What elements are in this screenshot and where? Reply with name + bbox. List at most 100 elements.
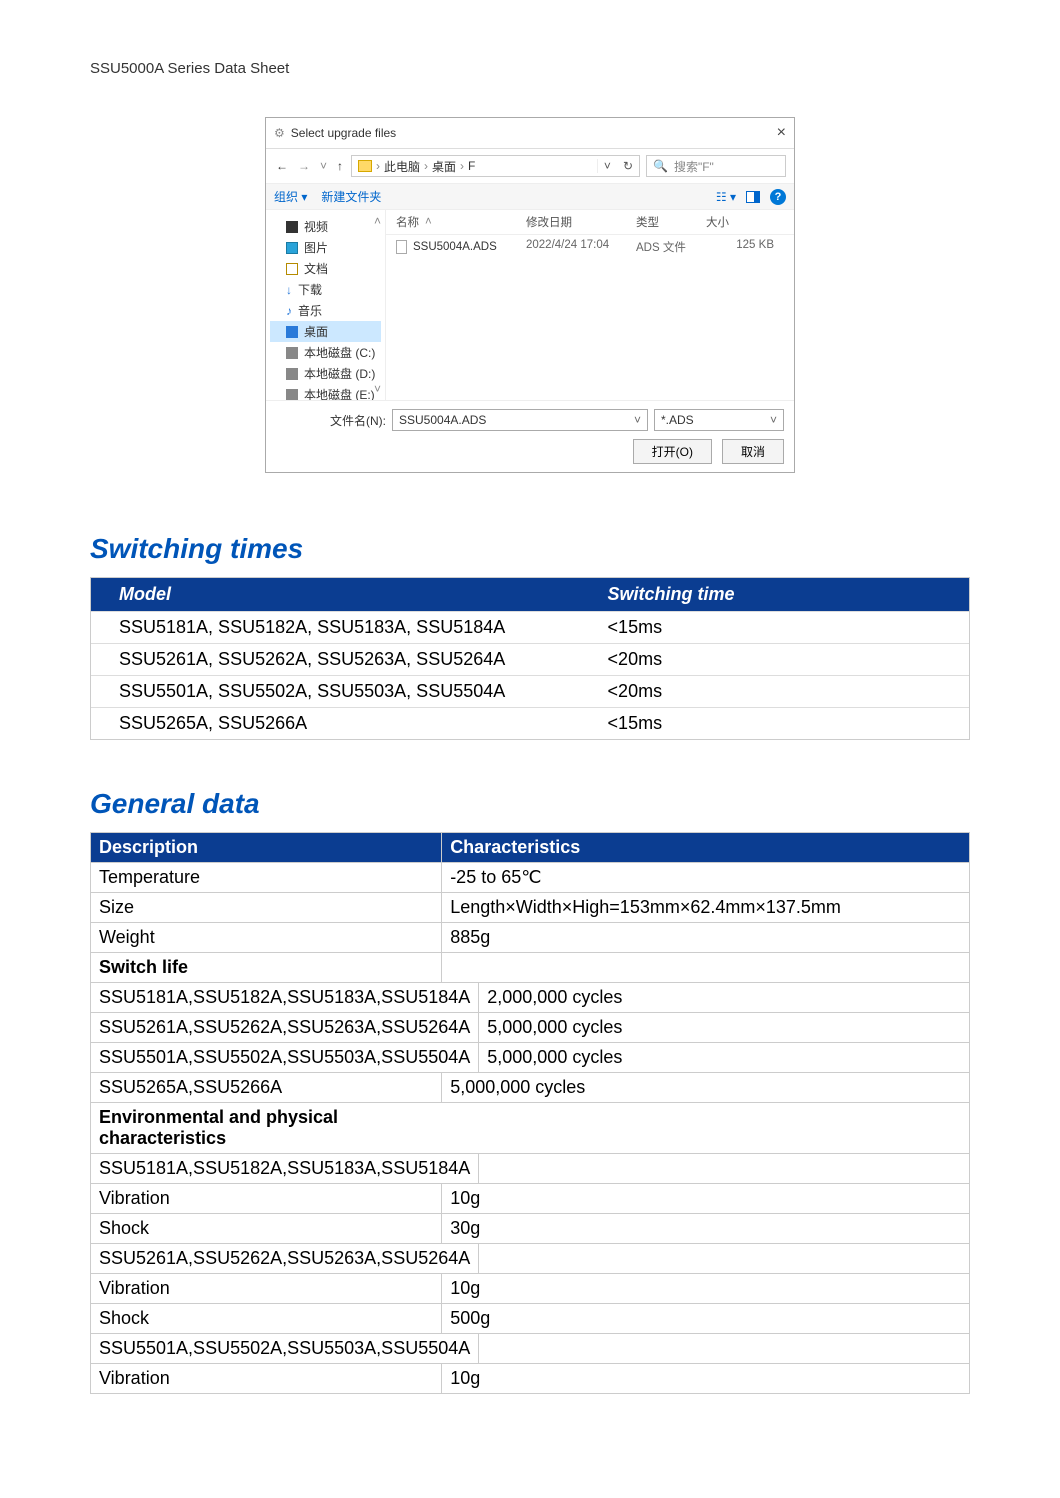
search-input[interactable]: 🔍 搜索"F" (646, 155, 786, 177)
switching-table: Model Switching time SSU5181A, SSU5182A,… (90, 577, 970, 740)
cell-char: 10g (442, 1364, 969, 1393)
file-date: 2022/4/24 17:04 (526, 239, 636, 255)
crumb-part[interactable]: 此电脑 (384, 158, 420, 175)
sidebar-item[interactable]: 图片 (270, 237, 381, 258)
cell-char: 5,000,000 cycles (479, 1013, 969, 1042)
search-placeholder: 搜索"F" (674, 158, 714, 175)
preview-pane-icon[interactable] (746, 191, 760, 203)
table-row: SSU5265A,SSU5266A5,000,000 cycles (91, 1072, 969, 1102)
sidebar-item-label: 文档 (304, 260, 328, 277)
file-row[interactable]: SSU5004A.ADS2022/4/24 17:04ADS 文件125 KB (386, 235, 794, 259)
table-row: Vibration10g (91, 1273, 969, 1303)
cell-desc: SSU5501A,SSU5502A,SSU5503A,SSU5504A (91, 1334, 479, 1363)
sidebar-item[interactable]: 本地磁盘 (D:) (270, 363, 381, 384)
table-row: SSU5501A, SSU5502A, SSU5503A, SSU5504A<2… (91, 675, 969, 707)
sidebar-item[interactable]: 文档 (270, 258, 381, 279)
cell-desc: Size (91, 893, 442, 922)
chevron-down-icon[interactable]: ˅ (597, 159, 617, 173)
dialog-titlebar: ⚙ Select upgrade files × (266, 118, 794, 149)
col-date[interactable]: 修改日期 (526, 214, 636, 230)
breadcrumb[interactable]: › 此电脑 › 桌面 › F ˅ ↻ (351, 155, 640, 177)
table-row: Shock30g (91, 1213, 969, 1243)
cell-desc: SSU5261A,SSU5262A,SSU5263A,SSU5264A (91, 1013, 479, 1042)
file-icon (396, 240, 407, 254)
cell-char: 885g (442, 923, 969, 952)
cell-char (479, 1244, 969, 1273)
crumb-part[interactable]: F (468, 159, 475, 173)
filter-select[interactable]: *.ADS˅ (654, 409, 784, 431)
crumb-part[interactable]: 桌面 (432, 158, 456, 175)
sidebar-item[interactable]: 本地磁盘 (E:) (270, 384, 381, 400)
new-folder-button[interactable]: 新建文件夹 (321, 188, 381, 205)
cell-time: <15ms (548, 612, 969, 643)
section-title-switching: Switching times (90, 533, 970, 565)
sidebar-item[interactable]: 桌面 (270, 321, 381, 342)
cancel-button[interactable]: 取消 (722, 439, 784, 464)
th-description: Description (91, 833, 442, 862)
file-dialog: ⚙ Select upgrade files × ← → ˅ ↑ › 此电脑 ›… (265, 117, 795, 473)
cell-desc: Shock (91, 1214, 442, 1243)
sidebar-item[interactable]: 本地磁盘 (C:) (270, 342, 381, 363)
sidebar: ˄ 视频图片文档 ↓下载♪音乐桌面本地磁盘 (C:) 本地磁盘 (D:) 本地磁盘 (… (266, 210, 386, 400)
table-row: SSU5501A,SSU5502A,SSU5503A,SSU5504A (91, 1333, 969, 1363)
open-button[interactable]: 打开(O) (633, 439, 712, 464)
table-row: Switch life (91, 952, 969, 982)
folder-icon (358, 160, 372, 172)
cell-desc: Weight (91, 923, 442, 952)
video-icon (286, 221, 298, 233)
cell-desc: Environmental and physical characteristi… (91, 1103, 442, 1153)
search-icon: 🔍 (653, 159, 668, 173)
cell-char: 500g (442, 1304, 969, 1333)
sidebar-item-label: 下载 (298, 281, 322, 298)
sidebar-item-label: 本地磁盘 (D:) (304, 365, 375, 382)
sidebar-item-label: 视频 (304, 218, 328, 235)
section-title-general: General data (90, 788, 970, 820)
th-model: Model (91, 578, 548, 611)
cell-time: <20ms (548, 676, 969, 707)
cell-char: 2,000,000 cycles (479, 983, 969, 1012)
dialog-toolbar: 组织 ▾ 新建文件夹 ☷ ▾ ? (266, 183, 794, 210)
cell-char (442, 1103, 969, 1153)
col-name[interactable]: 名称 (396, 214, 419, 230)
cell-char: 30g (442, 1214, 969, 1243)
recent-chevron-icon[interactable]: ˅ (318, 159, 329, 173)
scroll-down-icon[interactable]: ˅ (374, 382, 381, 396)
refresh-icon[interactable]: ↻ (617, 159, 639, 173)
forward-icon[interactable]: → (296, 159, 312, 173)
cell-desc: SSU5501A,SSU5502A,SSU5503A,SSU5504A (91, 1043, 479, 1072)
th-time: Switching time (548, 578, 969, 611)
up-icon[interactable]: ↑ (335, 159, 345, 173)
cell-char: Length×Width×High=153mm×62.4mm×137.5mm (442, 893, 969, 922)
sidebar-item[interactable]: ↓下载 (270, 279, 381, 300)
cell-desc: SSU5181A,SSU5182A,SSU5183A,SSU5184A (91, 1154, 479, 1183)
scroll-up-icon[interactable]: ˄ (374, 214, 381, 228)
organize-menu[interactable]: 组织 ▾ (274, 188, 307, 205)
cell-char: -25 to 65℃ (442, 863, 969, 892)
sidebar-item-label: 本地磁盘 (E:) (304, 386, 375, 400)
view-menu-icon[interactable]: ☷ ▾ (716, 190, 736, 204)
back-icon[interactable]: ← (274, 159, 290, 173)
col-size[interactable]: 大小 (706, 214, 784, 230)
sidebar-item-label: 本地磁盘 (C:) (304, 344, 375, 361)
general-table: Description Characteristics Temperature-… (90, 832, 970, 1394)
filename-input[interactable]: SSU5004A.ADS˅ (392, 409, 648, 431)
file-list: 名称˄ 修改日期 类型 大小 SSU5004A.ADS2022/4/24 17:… (386, 210, 794, 400)
cell-desc: Switch life (91, 953, 442, 982)
help-icon[interactable]: ? (770, 189, 786, 205)
close-icon[interactable]: × (777, 124, 786, 142)
table-row: SSU5501A,SSU5502A,SSU5503A,SSU5504A5,000… (91, 1042, 969, 1072)
cell-char: 5,000,000 cycles (442, 1073, 969, 1102)
file-type: ADS 文件 (636, 239, 706, 255)
sidebar-item[interactable]: 视频 (270, 216, 381, 237)
table-row: SSU5181A,SSU5182A,SSU5183A,SSU5184A2,000… (91, 982, 969, 1012)
cell-char (479, 1334, 969, 1363)
dialog-title-text: Select upgrade files (291, 126, 777, 140)
cell-desc: Temperature (91, 863, 442, 892)
sidebar-item[interactable]: ♪音乐 (270, 300, 381, 321)
table-row: Vibration10g (91, 1363, 969, 1393)
cell-char (479, 1154, 969, 1183)
th-characteristics: Characteristics (442, 833, 969, 862)
sidebar-item-label: 音乐 (298, 302, 322, 319)
col-type[interactable]: 类型 (636, 214, 706, 230)
cell-desc: SSU5261A,SSU5262A,SSU5263A,SSU5264A (91, 1244, 479, 1273)
